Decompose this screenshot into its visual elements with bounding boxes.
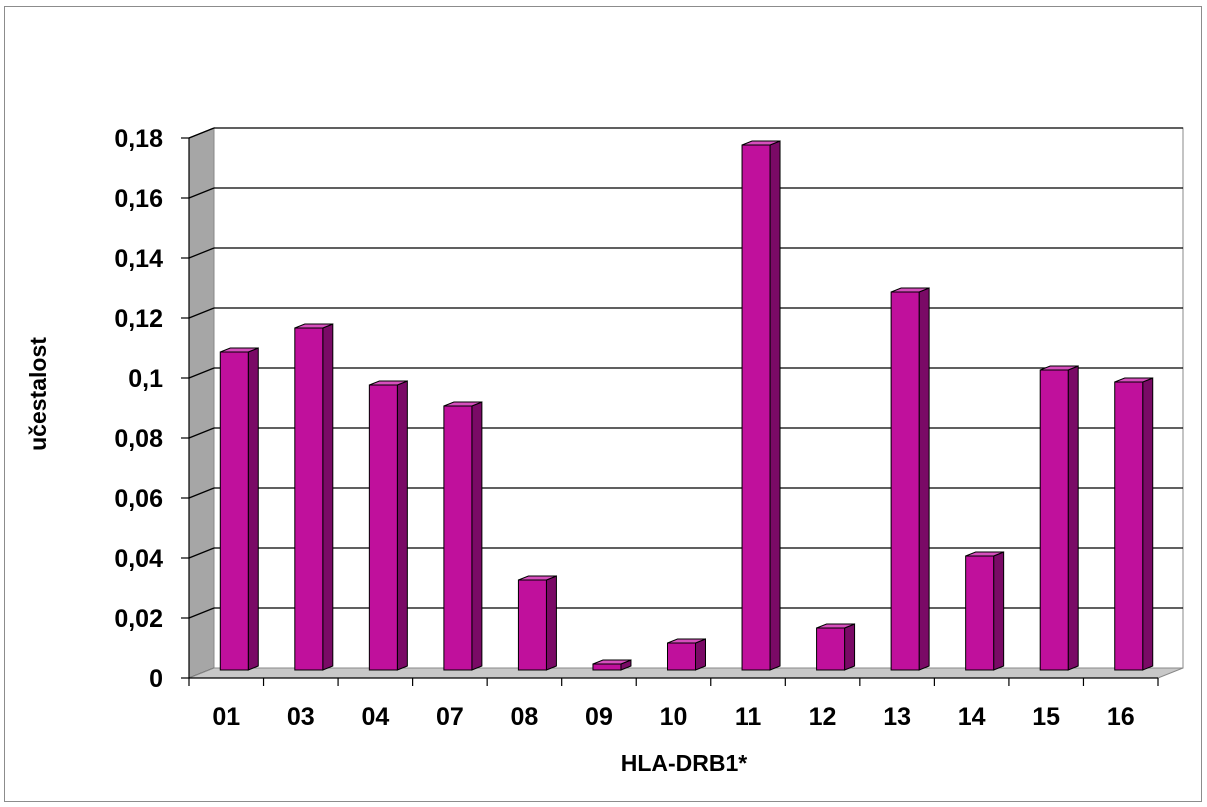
y-tick-label: 0,02: [114, 605, 163, 633]
x-tick-label: 11: [735, 703, 762, 731]
bar-front: [1114, 381, 1144, 671]
x-tick-label: 12: [809, 703, 837, 731]
x-tick-label: 14: [958, 703, 986, 731]
bars: [219, 140, 1154, 671]
gridline-side: [188, 247, 215, 259]
bar-front: [741, 144, 771, 671]
y-tick-label: 0,18: [114, 125, 163, 153]
gridline-side: [188, 547, 215, 559]
y-tick-label: 0,04: [114, 545, 163, 573]
bar: [592, 659, 632, 671]
bar: [667, 638, 706, 671]
side-wall: [188, 127, 215, 679]
gridline-side: [188, 307, 215, 319]
x-tick-label: 15: [1032, 703, 1060, 731]
bar-front: [219, 351, 249, 671]
gridline-side: [188, 367, 215, 379]
bar-front: [592, 663, 622, 671]
bar-front: [965, 555, 995, 671]
bar-side: [769, 140, 781, 671]
y-axis-title: učestalost: [25, 337, 51, 451]
bar-side: [471, 401, 483, 671]
gridline-side: [188, 607, 215, 619]
bar: [517, 575, 557, 671]
bar-side: [247, 347, 259, 671]
x-tick-label: 09: [585, 703, 613, 731]
x-tick-label: 04: [361, 703, 389, 731]
bar-front: [890, 291, 920, 671]
x-tick-label: 10: [660, 703, 688, 731]
bar: [443, 401, 483, 671]
bar-side: [844, 623, 856, 671]
x-tick-label: 01: [212, 703, 240, 731]
bar-side: [695, 638, 706, 671]
x-tick-label: 16: [1107, 703, 1135, 731]
x-tick-label: 07: [436, 703, 464, 731]
gridline-side: [188, 487, 215, 499]
y-tick-labels: 0 0,02 0,04 0,06 0,08 0,1 0,12 0,14 0,16 0,18: [114, 125, 163, 693]
bar: [1039, 365, 1079, 671]
x-tick-label: 13: [883, 703, 911, 731]
bar: [294, 323, 334, 671]
bar-side: [396, 380, 408, 671]
x-tick-labels: 01 03 04 07 08 09 10 11 12 13 14 15 16: [212, 703, 1134, 731]
y-tick-label: 0: [149, 665, 163, 693]
x-axis-title: HLA-DRB1*: [621, 750, 748, 776]
gridline-side: [188, 427, 215, 439]
bar-front: [368, 384, 398, 671]
bar-side: [322, 323, 334, 671]
x-tick-label: 08: [511, 703, 539, 731]
chart-walls: [188, 127, 1184, 679]
bar-side: [1067, 365, 1079, 671]
bar-front: [443, 405, 473, 671]
y-tick-label: 0,06: [114, 485, 163, 513]
bar-side: [918, 287, 930, 671]
y-tick-label: 0,1: [128, 365, 163, 393]
y-tick-label: 0,08: [114, 425, 163, 453]
y-tick-label: 0,14: [114, 245, 163, 273]
bar-front: [816, 627, 846, 671]
y-tick-label: 0,12: [114, 305, 163, 333]
bar-front: [294, 327, 324, 671]
bar: [816, 623, 856, 671]
bar: [965, 551, 1005, 671]
bar: [219, 347, 259, 671]
bar: [741, 140, 781, 671]
x-tick-label: 03: [287, 703, 315, 731]
bar-side: [545, 575, 557, 671]
bar-front: [517, 579, 547, 671]
bar-front: [667, 642, 696, 671]
bar: [1114, 377, 1154, 671]
gridline-side: [188, 187, 215, 199]
bar-side: [993, 551, 1005, 671]
back-wall: [213, 127, 1184, 669]
y-tick-label: 0,16: [114, 185, 163, 213]
axes: [181, 137, 1159, 686]
bar: [368, 380, 408, 671]
gridline-side: [188, 127, 215, 139]
bar-front: [1039, 369, 1069, 671]
bar-side: [1142, 377, 1154, 671]
bar: [890, 287, 930, 671]
